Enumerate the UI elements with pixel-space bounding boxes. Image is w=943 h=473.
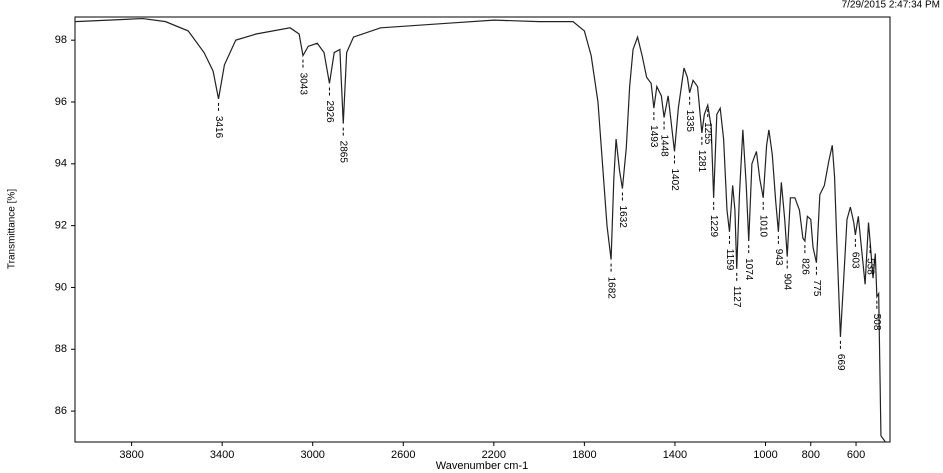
peak-label: 538 [864, 258, 875, 275]
peak-label: 943 [773, 249, 784, 266]
y-tick-label: 86 [55, 405, 67, 417]
y-tick-label: 98 [55, 34, 67, 46]
x-tick-label: 3800 [119, 449, 143, 461]
peak-label: 1448 [658, 134, 669, 157]
x-tick-label: 1800 [572, 449, 596, 461]
peak-label: 1402 [669, 168, 680, 191]
peak-label: 904 [782, 274, 793, 291]
peak-label: 669 [835, 354, 846, 371]
peak-label: 1335 [684, 110, 695, 133]
peak-label: 1281 [696, 150, 707, 173]
peak-label: 775 [811, 280, 822, 297]
y-tick-label: 92 [55, 220, 67, 232]
plot-frame [74, 16, 891, 443]
peak-label: 1255 [702, 122, 713, 145]
x-tick-label: 2600 [391, 449, 415, 461]
peak-label: 826 [799, 258, 810, 275]
peak-label: 508 [871, 314, 882, 331]
y-tick-label: 94 [55, 158, 67, 170]
peak-label: 1159 [724, 249, 735, 271]
y-axis-label: Transmittance [%] [7, 189, 18, 269]
y-tick-label: 96 [55, 96, 67, 108]
x-tick-label: 2200 [482, 449, 506, 461]
peak-label: 2926 [324, 100, 335, 123]
timestamp: 7/29/2015 2:47:34 PM [842, 0, 940, 11]
peak-label: 1127 [731, 286, 742, 308]
x-tick-label: 600 [847, 449, 865, 461]
peak-label: 603 [850, 252, 861, 269]
x-axis-label: Wavenumber cm-1 [436, 460, 529, 472]
spectrum-line [74, 17, 886, 443]
x-tick-label: 3000 [300, 449, 324, 461]
x-tick-label: 800 [802, 449, 820, 461]
x-tick-label: 1000 [753, 449, 777, 461]
y-tick-label: 88 [55, 343, 67, 355]
y-tick-label: 90 [55, 281, 67, 293]
peak-label: 1010 [758, 215, 769, 238]
peak-label: 1682 [605, 277, 616, 300]
peak-label: 1493 [648, 125, 659, 148]
peak-label: 1074 [743, 258, 754, 281]
peak-label: 3043 [297, 73, 308, 96]
peak-label: 1229 [708, 215, 719, 238]
peak-label: 2865 [338, 141, 349, 164]
peak-label: 1632 [617, 206, 628, 229]
x-tick-label: 1400 [663, 449, 687, 461]
peak-label: 3416 [213, 116, 224, 139]
x-tick-label: 3400 [210, 449, 234, 461]
